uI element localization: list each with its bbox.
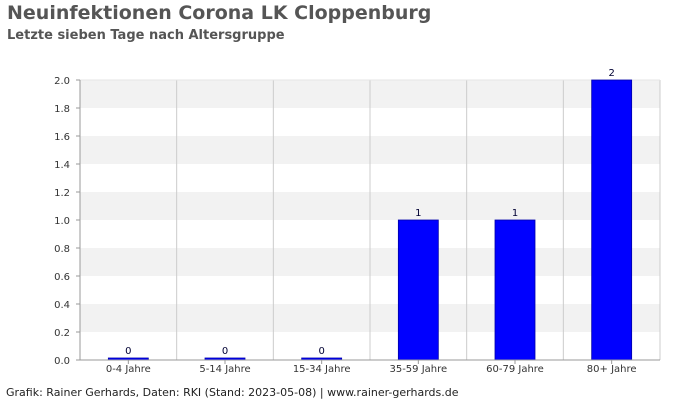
bar	[591, 79, 633, 361]
y-tick-label: 0.0	[54, 356, 70, 367]
y-tick-label: 1.2	[54, 188, 70, 199]
x-tick-label: 0-4 Jahre	[106, 364, 151, 375]
footer-credit: Grafik: Rainer Gerhards, Daten: RKI (Sta…	[6, 386, 459, 399]
bar	[494, 219, 536, 361]
x-tick-label: 15-34 Jahre	[293, 364, 351, 375]
data-label: 0	[222, 346, 228, 357]
x-tick-label: 80+ Jahre	[587, 364, 637, 375]
y-tick-label: 1.0	[54, 216, 70, 227]
data-label: 0	[318, 346, 324, 357]
x-tick-label: 5-14 Jahre	[199, 364, 250, 375]
x-tick-label: 35-59 Jahre	[389, 364, 447, 375]
y-tick-label: 1.8	[54, 104, 70, 115]
data-label: 0	[125, 346, 131, 357]
chart-title: Neuinfektionen Corona LK Cloppenburg	[7, 2, 432, 24]
data-label: 1	[512, 208, 518, 219]
chart-subtitle: Letzte sieben Tage nach Altersgruppe	[7, 28, 285, 43]
y-tick-label: 2.0	[54, 76, 70, 87]
bar	[397, 219, 439, 361]
data-label: 1	[415, 208, 421, 219]
y-tick-label: 1.4	[54, 160, 70, 171]
data-label: 2	[608, 68, 614, 79]
x-tick-label: 60-79 Jahre	[486, 364, 544, 375]
y-tick-label: 0.8	[54, 244, 70, 255]
y-tick-label: 0.4	[54, 300, 70, 311]
y-tick-label: 0.6	[54, 272, 70, 283]
y-tick-label: 0.2	[54, 328, 70, 339]
y-tick-label: 1.6	[54, 132, 70, 143]
